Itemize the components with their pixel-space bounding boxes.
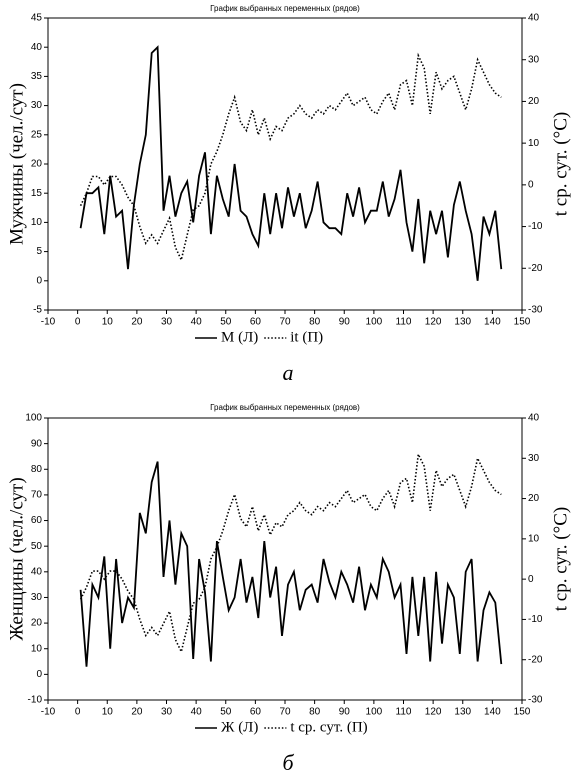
x-tick-label: 120 [425,317,442,328]
y-tick-label: 0 [36,275,42,286]
y-tick-label: 40 [31,566,43,577]
y-tick-label: 25 [31,129,43,140]
x-tick-label: 0 [75,707,81,718]
x-tick-label: 30 [161,317,173,328]
y-tick-label: -10 [28,695,43,706]
y-tick-label: 100 [25,413,42,424]
y-tick-label: 60 [31,515,43,526]
x-tick-label: 70 [279,707,291,718]
y-tick-label: 0 [36,669,42,680]
y2-tick-label: 20 [528,493,540,504]
y-tick-label: 45 [31,13,43,24]
x-tick-label: 100 [366,707,383,718]
y2-tick-label: 10 [528,138,540,149]
series-line [79,45,503,281]
x-tick-label: 10 [102,317,114,328]
legend-label: М (Л) [221,329,258,345]
x-tick-label: 140 [484,707,501,718]
x-tick-label: 20 [131,707,143,718]
y-tick-label: 15 [31,188,43,199]
y2-tick-label: 0 [528,179,534,190]
y-tick-label: 30 [31,592,43,603]
y-tick-label: 35 [31,71,43,82]
y-tick-label: 30 [31,100,43,111]
x-tick-label: 80 [309,707,321,718]
x-tick-label: 40 [191,707,203,718]
y-tick-label: 70 [31,490,43,501]
x-tick-label: 60 [250,707,262,718]
x-tick-label: 50 [220,707,232,718]
legend-label: Ж (Л) [221,719,258,735]
y2-tick-label: 0 [528,574,534,585]
y2-axis-label: t ср. сут. (°C) [550,112,571,216]
series-line [79,52,502,263]
x-tick-label: 130 [454,707,471,718]
y2-tick-label: -20 [528,654,543,665]
y-tick-label: -5 [33,305,42,316]
x-tick-label: 120 [425,707,442,718]
y-tick-label: 40 [31,42,43,53]
y2-tick-label: 40 [528,13,540,24]
x-tick-label: 70 [279,317,291,328]
y2-tick-label: -30 [528,305,543,316]
x-tick-label: 150 [514,317,531,328]
y-tick-label: 50 [31,541,43,552]
y-tick-label: 80 [31,464,43,475]
series-line [79,451,502,655]
plot-frame [47,417,523,701]
chart-title: График выбранных переменных (рядов) [210,403,360,412]
x-tick-label: 110 [396,707,412,718]
y-tick-label: 10 [31,643,43,654]
caption: а [283,360,294,385]
x-tick-label: 150 [514,707,531,718]
x-tick-label: 20 [131,317,143,328]
x-tick-label: 140 [484,317,501,328]
x-tick-label: 100 [366,317,383,328]
x-tick-label: 50 [220,317,232,328]
caption: б [282,750,294,775]
x-tick-label: 10 [102,707,114,718]
x-tick-label: 110 [396,317,412,328]
chart-title: График выбранных переменных (рядов) [210,4,360,13]
x-tick-label: 80 [309,317,321,328]
x-tick-label: 90 [339,707,351,718]
y2-tick-label: 30 [528,54,540,65]
y-tick-label: 5 [36,246,42,257]
y2-axis-label: t ср. сут. (°C) [550,507,571,611]
x-tick-label: 60 [250,317,262,328]
y2-tick-label: 10 [528,533,540,544]
y2-tick-label: -10 [528,614,543,625]
x-tick-label: 30 [161,707,173,718]
y-tick-label: 10 [31,217,43,228]
x-tick-label: 0 [75,317,81,328]
series-line [79,461,503,667]
y2-tick-label: -30 [528,695,543,706]
y-axis-label: Мужчины (чел./сут) [6,83,27,245]
y-tick-label: 90 [31,438,43,449]
y2-tick-label: 30 [528,453,540,464]
legend-label: t ср. сут. (П) [290,719,367,735]
y-tick-label: 20 [31,159,43,170]
x-tick-label: 130 [454,317,471,328]
y2-tick-label: 20 [528,96,540,107]
y2-tick-label: 40 [528,413,540,424]
y-axis-label: Женщины (чел./сут) [6,477,27,640]
x-tick-label: 90 [339,317,351,328]
legend-label: it (П) [290,329,323,345]
y-tick-label: 20 [31,618,43,629]
y2-tick-label: -20 [528,263,543,274]
x-tick-label: -10 [41,707,56,718]
x-tick-label: 40 [191,317,203,328]
y2-tick-label: -10 [528,221,543,232]
x-tick-label: -10 [41,317,56,328]
plot-frame [47,17,523,311]
